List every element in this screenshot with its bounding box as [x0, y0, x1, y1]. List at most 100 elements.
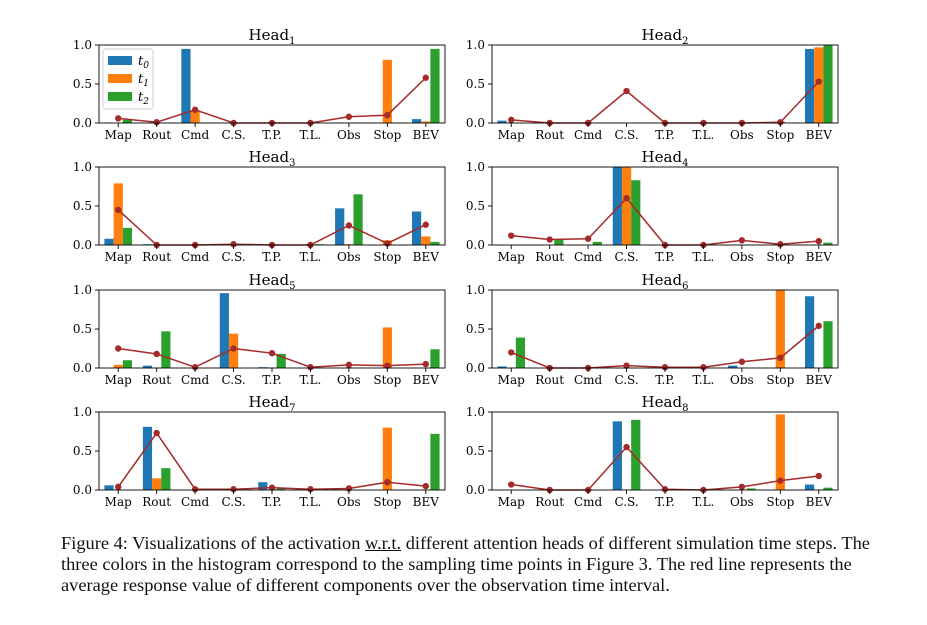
x-tick-label: T.L. [693, 250, 715, 264]
head-title-index: 3 [289, 158, 295, 169]
x-tick-label: BEV [806, 250, 833, 264]
x-tick-label: BEV [413, 128, 440, 142]
x-tick-label: Obs [730, 495, 754, 509]
y-tick-label: 1.0 [466, 405, 485, 419]
head-title: Head3 [249, 148, 296, 169]
head-title-main: Head [249, 26, 290, 44]
x-tick-label: BEV [413, 495, 440, 509]
avg-point [623, 87, 630, 95]
legend-swatch-t2 [108, 92, 132, 101]
x-tick-label: T.L. [693, 128, 715, 142]
x-tick-label: Rout [142, 250, 171, 264]
bar-t1 [113, 364, 123, 368]
head-title-main: Head [249, 393, 290, 411]
avg-point [268, 484, 276, 491]
y-tick-label: 1.0 [466, 160, 485, 174]
y-tick-label: 0.0 [73, 483, 92, 497]
x-tick-label: C.S. [614, 250, 638, 264]
avg-point [153, 119, 160, 126]
x-tick-label: T.L. [300, 128, 322, 142]
avg-point [738, 237, 746, 244]
head-panel: Head6 0.0 0.5 1.0 Map Rout Cmd C.S. T.P. T.L. Obs S… [466, 271, 839, 387]
x-tick-label: Cmd [574, 373, 603, 387]
avg-point [508, 349, 515, 356]
bar-t1 [775, 414, 785, 490]
y-tick-label: 0.0 [466, 238, 485, 252]
avg-line [117, 209, 427, 246]
avg-line [118, 77, 427, 124]
x-tick-label: Map [498, 128, 525, 142]
caption-rest: different attention heads of different s… [61, 533, 870, 595]
avg-point [508, 116, 515, 124]
x-tick-label: T.P. [262, 250, 282, 264]
avg-point [384, 112, 391, 119]
bar-t2 [430, 48, 440, 123]
avg-point [115, 345, 122, 352]
avg-point [384, 362, 391, 369]
bar-t1 [190, 111, 200, 123]
avg-point [191, 364, 199, 371]
bar-t0 [804, 48, 815, 123]
bar-t0 [497, 120, 507, 123]
y-tick-label: 0.5 [73, 199, 92, 213]
x-tick-label: Rout [142, 373, 171, 387]
avg-point [738, 483, 746, 491]
avg-point [384, 479, 391, 486]
bar-t2 [430, 349, 440, 368]
x-tick-label: T.P. [262, 495, 282, 509]
x-tick-label: Cmd [181, 495, 210, 509]
x-tick-label: C.S. [221, 250, 245, 264]
avg-point [546, 236, 553, 243]
head-title-index: 5 [289, 281, 295, 292]
head-title-main: Head [642, 148, 683, 166]
avg-point [661, 364, 669, 371]
avg-line [511, 81, 820, 124]
bar-t0 [335, 208, 345, 245]
bar-t0 [181, 48, 191, 123]
avg-point [623, 195, 630, 202]
x-tick-label: C.S. [614, 373, 638, 387]
y-tick-label: 0.0 [73, 361, 92, 375]
y-tick-label: 1.0 [73, 38, 92, 52]
x-tick-label: Obs [337, 373, 361, 387]
x-tick-label: T.L. [693, 373, 715, 387]
x-tick-label: Stop [766, 373, 794, 387]
x-tick-label: Map [105, 373, 132, 387]
avg-point [508, 481, 515, 488]
bar-t2 [554, 239, 564, 245]
avg-point [777, 477, 784, 484]
bar-t2 [592, 241, 602, 245]
avg-point [230, 486, 237, 493]
bar-t1 [382, 327, 392, 368]
head-title-main: Head [249, 148, 290, 166]
bar-t2 [276, 488, 286, 490]
avg-point [700, 364, 707, 371]
y-tick-label: 0.5 [73, 77, 92, 91]
y-tick-label: 0.5 [73, 322, 92, 336]
avg-point [623, 443, 630, 451]
bar-t0 [411, 119, 422, 123]
avg-point [422, 221, 429, 228]
avg-point [508, 232, 515, 239]
avg-point [268, 349, 276, 357]
bar-t0 [497, 366, 507, 368]
y-tick-label: 1.0 [466, 283, 485, 297]
x-tick-label: Obs [730, 128, 754, 142]
head-title-index: 8 [682, 403, 688, 414]
avg-point [422, 360, 429, 368]
bar-t1 [152, 478, 162, 490]
x-tick-label: T.P. [655, 128, 675, 142]
bar-t0 [804, 484, 815, 490]
bar-t0 [411, 211, 422, 245]
y-tick-label: 0.0 [466, 116, 485, 130]
x-tick-label: C.S. [221, 128, 245, 142]
x-tick-label: BEV [806, 128, 833, 142]
x-tick-label: Map [105, 250, 132, 264]
x-tick-label: Map [498, 495, 525, 509]
x-tick-label: Obs [730, 373, 754, 387]
x-tick-label: Rout [535, 128, 564, 142]
x-tick-label: BEV [806, 495, 833, 509]
legend-label-t2: t2 [138, 90, 149, 107]
y-tick-label: 1.0 [73, 160, 92, 174]
